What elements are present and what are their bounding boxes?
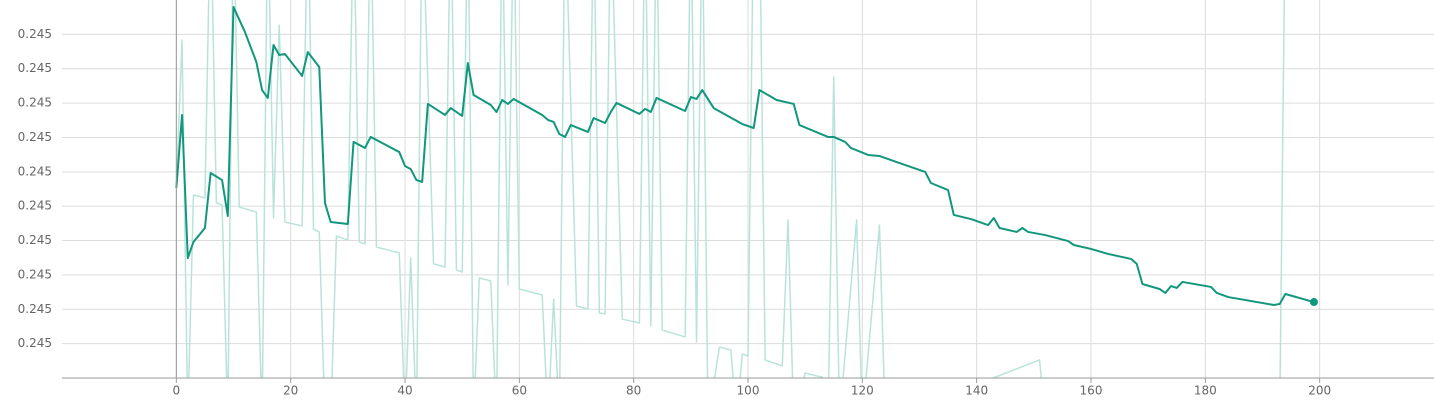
x-tick-label: 0 <box>173 384 181 398</box>
x-tick-label: 20 <box>283 384 298 398</box>
x-tick-label: 60 <box>512 384 527 398</box>
y-tick-label: 0.245 <box>18 61 52 75</box>
x-tick-label: 200 <box>1308 384 1331 398</box>
x-tick-label: 40 <box>397 384 412 398</box>
x-tick-label: 160 <box>1080 384 1103 398</box>
y-tick-label: 0.245 <box>18 199 52 213</box>
y-tick-label: 0.245 <box>18 96 52 110</box>
series-line <box>175 6 1315 306</box>
x-tick-label: 120 <box>851 384 874 398</box>
y-tick-label: 0.245 <box>18 27 52 41</box>
y-tick-label: 0.245 <box>18 130 52 144</box>
x-tick-label: 180 <box>1194 384 1217 398</box>
x-tick-label: 140 <box>965 384 988 398</box>
plot-area <box>175 0 1318 378</box>
x-tick-label: 80 <box>626 384 641 398</box>
y-tick-label: 0.245 <box>18 267 52 281</box>
grid <box>62 0 1434 378</box>
series-line <box>175 0 1286 378</box>
y-tick-label: 0.245 <box>18 233 52 247</box>
axes: 0.245 0.245 0.245 0.245 0.245 0.245 0.245 0.245… <box>18 0 1434 398</box>
x-tick-label: 100 <box>737 384 760 398</box>
end-marker <box>1309 298 1318 307</box>
y-tick-label: 0.245 <box>18 164 52 178</box>
y-tick-label: 0.245 <box>18 302 52 316</box>
y-tick-label: 0.245 <box>18 336 52 350</box>
